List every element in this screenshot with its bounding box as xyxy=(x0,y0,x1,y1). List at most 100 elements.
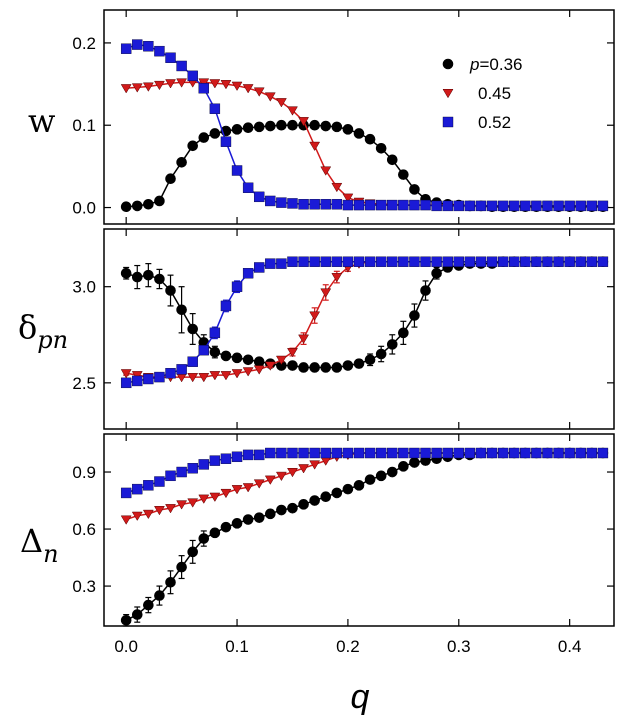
legend-label-p052: 0.52 xyxy=(478,113,511,132)
w-p036-point xyxy=(331,121,343,133)
Delta-p052-point xyxy=(143,480,154,491)
w-p036-line xyxy=(126,124,603,208)
panel-delta-ylabel: δpn xyxy=(18,308,68,354)
delta-p036-point xyxy=(231,352,243,364)
w-p045-point xyxy=(275,98,287,108)
panel-w-ylabel: w xyxy=(28,102,55,140)
w-p045-point xyxy=(242,84,254,94)
delta-p052-point xyxy=(187,356,198,367)
w-p052-point xyxy=(298,199,309,210)
Delta-p036-point xyxy=(154,590,165,601)
delta-p052-point xyxy=(287,256,298,267)
w-p052-point xyxy=(409,199,420,211)
Delta-p052-point xyxy=(542,447,553,459)
Delta-p036-point xyxy=(320,491,332,503)
Delta-p052-point xyxy=(320,447,331,459)
w-p052-point xyxy=(531,200,542,212)
delta-p052-point xyxy=(165,368,176,379)
panel-w-frame xyxy=(103,9,615,225)
Delta-p052-point xyxy=(364,447,376,459)
delta-p052-point xyxy=(453,256,464,267)
Delta-p045-point xyxy=(231,485,243,495)
delta-p045-point xyxy=(275,355,287,366)
w-p036-point xyxy=(309,119,320,131)
w-p045-point xyxy=(153,80,165,91)
Delta-p036-point xyxy=(309,495,320,506)
w-p052-point xyxy=(154,45,165,57)
panel-delta: 2.5 3.0 δpn xyxy=(18,228,615,430)
legend-label-p045: 0.45 xyxy=(478,84,511,103)
delta-p036-point xyxy=(409,310,420,321)
Delta-p052-point xyxy=(475,447,487,459)
w-p052-point xyxy=(331,199,343,210)
delta-p045-point xyxy=(209,371,221,381)
Delta-p052-point xyxy=(220,453,232,464)
legend-marker-p045 xyxy=(442,89,454,99)
w-p045-point xyxy=(142,82,154,92)
delta-p045-point xyxy=(253,365,265,375)
delta-p036-point xyxy=(143,269,154,281)
w-p036-point xyxy=(231,124,243,135)
w-p036-point xyxy=(209,128,221,139)
Delta-p052-point xyxy=(342,447,354,459)
Delta-p045-point xyxy=(309,460,321,470)
Delta-p052-point xyxy=(154,476,165,487)
delta-p052-point xyxy=(276,258,287,269)
Delta-p052-point xyxy=(298,447,309,459)
x-tick-label: 0.4 xyxy=(558,637,582,656)
delta-p052-point xyxy=(320,256,331,267)
Delta-p052-point xyxy=(387,447,398,459)
Delta-p052-point xyxy=(431,447,442,459)
Delta-p036-point xyxy=(364,474,376,485)
Delta-p045-point xyxy=(153,506,165,516)
delta-p036-point xyxy=(298,362,309,373)
delta-p052-point xyxy=(132,375,143,387)
w-p052-point xyxy=(320,199,331,210)
w-p052-point xyxy=(431,200,442,212)
delta-p036-line xyxy=(125,260,603,369)
w-p045-point xyxy=(220,80,232,90)
Delta-p036-point xyxy=(231,518,243,529)
Delta-p052-point xyxy=(132,483,143,495)
w-p045-point xyxy=(231,81,243,91)
delta-p052-point xyxy=(409,256,420,267)
Delta-p052-point xyxy=(531,447,542,459)
w-p036-point xyxy=(176,156,187,168)
w-p036-point xyxy=(253,121,265,133)
delta-p045-point xyxy=(320,288,332,298)
Delta-p045-point xyxy=(275,471,287,482)
x-tick-label: 0.1 xyxy=(225,637,249,656)
w-p052-point xyxy=(509,200,520,212)
Delta-p052-point xyxy=(409,447,420,459)
delta-p045-point xyxy=(331,273,343,283)
panel-Delta-ylabel: Δn xyxy=(20,522,59,568)
delta-p052-point xyxy=(154,371,165,383)
delta-p052-point xyxy=(220,300,232,312)
w-p052-point xyxy=(442,200,453,212)
panel-delta-frame xyxy=(103,228,615,430)
Delta-p052-point xyxy=(597,447,609,459)
w-p052-point xyxy=(176,60,187,72)
Delta-p052-point xyxy=(586,447,598,459)
delta-p045-point xyxy=(242,367,254,377)
delta-ytick-label: 2.5 xyxy=(72,374,96,393)
delta-p052-point xyxy=(531,256,542,267)
Delta-p052-point xyxy=(242,449,254,461)
Delta-p036-point xyxy=(131,609,143,620)
w-p045-point xyxy=(120,84,132,94)
w-p045-point xyxy=(298,117,310,127)
w-p036-point xyxy=(198,132,210,143)
Delta-p052-point xyxy=(442,447,453,459)
Delta-ytick-label: 0.6 xyxy=(72,520,96,539)
w-p036-point xyxy=(165,173,176,185)
delta-p052-point xyxy=(575,256,586,267)
delta-p045-point xyxy=(220,371,232,381)
delta-p036-point xyxy=(287,360,298,371)
delta-p036-point xyxy=(209,346,221,358)
w-p052-point xyxy=(575,200,586,212)
delta-p052-point xyxy=(120,377,132,389)
w-p036-point xyxy=(375,142,387,154)
w-p045-point xyxy=(309,141,321,152)
Delta-p036-point xyxy=(120,614,132,626)
w-p052-point xyxy=(586,200,598,212)
